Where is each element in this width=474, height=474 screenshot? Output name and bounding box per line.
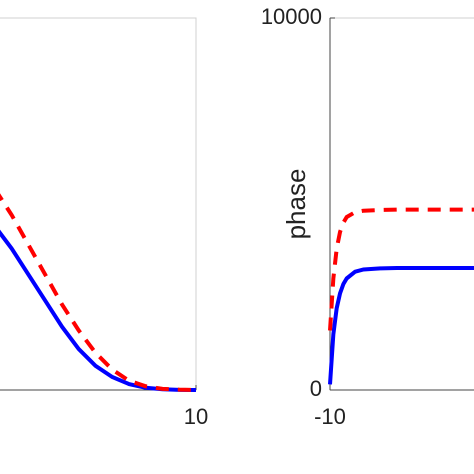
series-line	[328, 265, 474, 385]
plot-area	[0, 17, 197, 391]
subplot: 10	[0, 17, 208, 429]
x-tick-label: -10	[314, 404, 346, 429]
y-tick-label: 0	[310, 376, 322, 401]
subplot: -10 0 10000 phase	[261, 4, 474, 429]
y-axis-label: phase	[281, 169, 311, 240]
series-line	[0, 193, 197, 392]
y-tick-label: 10000	[261, 4, 322, 29]
series-line	[328, 207, 474, 331]
plot-area	[329, 17, 474, 391]
x-tick-label: 10	[184, 404, 208, 429]
